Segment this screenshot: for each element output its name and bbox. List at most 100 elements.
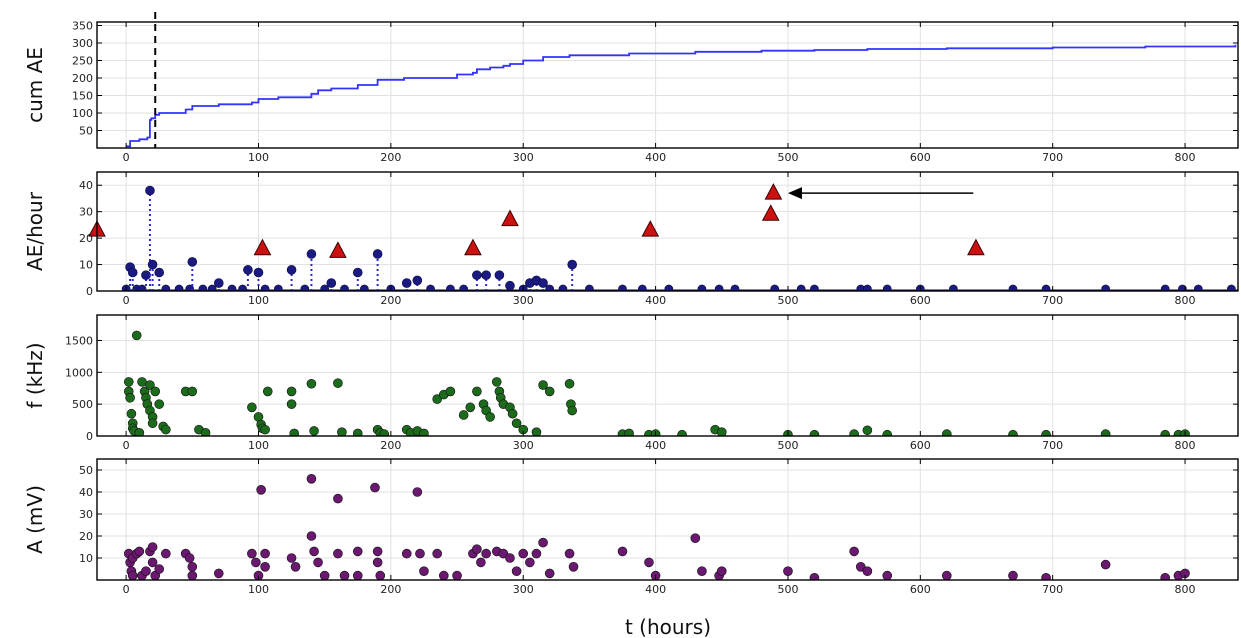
data-point <box>123 377 134 387</box>
x-tick-label: 300 <box>513 294 534 307</box>
data-point <box>309 426 319 436</box>
plot-area <box>123 473 1190 580</box>
y-tick-label: 100 <box>72 107 93 120</box>
data-point <box>147 542 158 552</box>
data-point <box>352 428 363 436</box>
x-tick-label: 800 <box>1175 294 1196 307</box>
data-point <box>498 548 509 559</box>
data-point <box>809 429 820 436</box>
data-point <box>372 546 383 557</box>
data-point <box>882 570 893 580</box>
data-point <box>154 564 165 574</box>
data-point <box>154 399 165 409</box>
data-point <box>412 487 423 497</box>
stem-point <box>213 278 224 288</box>
panel-frequency: 0 100 200 300 400 500 600 700 800 0 500 1000 1500 f (… <box>23 314 1239 452</box>
stem-point <box>147 259 158 270</box>
data-point <box>452 570 462 580</box>
y-tick-label: 200 <box>72 72 93 85</box>
data-point <box>262 386 273 397</box>
data-point <box>339 570 350 580</box>
data-point <box>419 566 429 577</box>
data-point <box>150 386 161 397</box>
y-tick-label: 30 <box>79 206 93 219</box>
data-point <box>375 570 386 580</box>
data-point <box>664 284 674 291</box>
data-point <box>256 484 266 495</box>
data-point <box>426 284 435 291</box>
data-point <box>1101 284 1110 291</box>
data-point <box>1227 284 1236 291</box>
data-point <box>289 428 300 436</box>
data-point <box>465 402 476 413</box>
data-point <box>213 568 224 579</box>
data-point <box>207 284 217 291</box>
stem-point <box>253 267 264 278</box>
y-tick-label: 1000 <box>65 366 93 379</box>
x-tick-label: 700 <box>1042 294 1063 307</box>
data-point <box>1160 573 1170 580</box>
x-tick-label: 500 <box>777 439 798 452</box>
x-tick-label: 0 <box>123 151 130 164</box>
x-tick-label: 200 <box>380 294 401 307</box>
stem-point <box>352 267 363 278</box>
data-point <box>372 557 383 568</box>
data-point <box>333 493 343 504</box>
data-point <box>644 557 654 568</box>
data-point <box>525 557 535 568</box>
event-triangle <box>967 238 985 256</box>
data-point <box>568 561 579 572</box>
x-tick-label: 800 <box>1175 439 1196 452</box>
data-point <box>714 284 724 291</box>
x-tick-label: 700 <box>1042 439 1063 452</box>
data-point <box>809 573 820 580</box>
data-point <box>145 380 155 390</box>
data-point <box>545 284 554 291</box>
data-point <box>1041 284 1051 291</box>
data-point <box>319 570 330 580</box>
panel-cumulative-ae: 0 100 200 300 400 500 600 700 800 50 100 150 200 250 3… <box>23 12 1239 164</box>
data-point <box>247 548 257 559</box>
y-axis-label: f (kHz) <box>23 342 47 408</box>
data-point <box>313 557 323 568</box>
x-tick-label: 600 <box>910 439 931 452</box>
data-point <box>1008 570 1018 580</box>
panel-ae-per-hour: 0 100 200 300 400 500 600 700 800 0 10 20 30 40 AE/hou… <box>23 171 1239 307</box>
data-point <box>260 548 270 559</box>
y-tick-label: 250 <box>72 55 93 68</box>
data-point <box>187 386 198 397</box>
data-point <box>198 284 208 291</box>
data-point <box>401 548 412 559</box>
stem-point <box>481 270 491 280</box>
y-axis-label: A (mV) <box>23 485 47 554</box>
axes-frame <box>96 171 1239 292</box>
x-tick-label: 500 <box>777 294 798 307</box>
data-point <box>810 284 819 291</box>
data-point <box>1008 284 1018 291</box>
data-point <box>796 284 806 291</box>
data-point <box>134 428 145 436</box>
data-point <box>716 566 727 577</box>
data-point <box>161 284 171 291</box>
data-point <box>247 402 257 413</box>
data-point <box>690 533 701 544</box>
event-triangle <box>329 241 347 258</box>
data-point <box>538 380 548 390</box>
data-point <box>538 537 548 548</box>
y-tick-label: 20 <box>79 530 93 543</box>
stem-point <box>127 267 138 278</box>
data-point <box>941 570 952 580</box>
data-point <box>941 429 952 436</box>
data-point <box>544 386 555 397</box>
stem-point <box>494 270 505 280</box>
x-tick-label: 100 <box>248 151 269 164</box>
data-point <box>260 561 270 572</box>
data-point <box>1160 429 1170 436</box>
data-point <box>340 284 349 291</box>
stem-point <box>401 278 412 288</box>
data-point <box>485 412 495 422</box>
x-tick-label: 400 <box>645 439 666 452</box>
data-point <box>184 553 195 563</box>
y-tick-label: 40 <box>79 486 93 499</box>
stem-point <box>154 267 165 278</box>
